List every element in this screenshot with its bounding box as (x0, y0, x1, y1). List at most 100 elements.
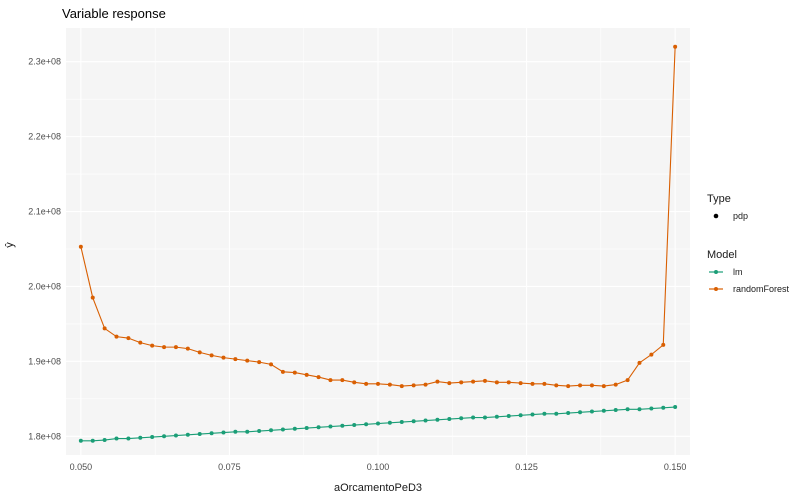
data-point-lm (269, 428, 274, 433)
data-point-randomforest (423, 382, 428, 387)
data-point-randomforest (399, 384, 404, 389)
data-point-lm (399, 420, 404, 425)
x-tick-label: 0.125 (515, 462, 538, 472)
x-tick-label: 0.050 (70, 462, 93, 472)
data-point-lm (138, 435, 143, 440)
chart-title: Variable response (62, 6, 166, 21)
x-tick-labels: 0.050 0.075 0.100 0.125 0.150 (70, 462, 687, 472)
data-point-randomforest (150, 343, 155, 348)
y-tick-label: 2.1e+08 (28, 207, 61, 217)
data-point-lm (482, 415, 487, 420)
legend-label-randomforest: randomForest (733, 284, 790, 294)
data-point-lm (245, 429, 250, 434)
data-point-lm (673, 405, 678, 410)
data-point-lm (387, 420, 392, 425)
data-point-lm (162, 434, 167, 439)
data-point-randomforest (471, 379, 476, 384)
data-point-lm (126, 436, 131, 441)
data-point-randomforest (554, 383, 559, 388)
data-point-lm (173, 433, 178, 438)
data-point-lm (471, 415, 476, 420)
legend-point-lm (714, 270, 718, 274)
data-point-lm (578, 410, 583, 415)
data-point-lm (518, 413, 523, 418)
data-point-lm (185, 432, 190, 437)
data-point-lm (280, 427, 285, 432)
data-point-lm (566, 411, 571, 416)
data-point-randomforest (292, 370, 297, 375)
y-tick-label: 1.9e+08 (28, 356, 61, 366)
legend-type-point (713, 213, 719, 219)
data-point-lm (447, 417, 452, 422)
data-point-randomforest (447, 381, 452, 386)
data-point-randomforest (245, 358, 250, 363)
data-point-randomforest (459, 380, 464, 385)
data-point-randomforest (352, 380, 357, 385)
y-axis-title: ŷ (4, 242, 16, 248)
data-point-lm (304, 426, 309, 431)
legend-label-lm: lm (733, 267, 743, 277)
data-point-randomforest (637, 360, 642, 365)
data-point-randomforest (162, 345, 167, 350)
legend-type-key (713, 213, 719, 219)
data-point-lm (530, 412, 535, 417)
legend-model-key-randomforest (709, 287, 723, 291)
legend-point-randomforest (714, 287, 718, 291)
data-point-lm (90, 438, 95, 443)
data-point-lm (102, 438, 107, 443)
data-point-randomforest (340, 378, 345, 383)
y-tick-label: 2.2e+08 (28, 132, 61, 142)
data-point-randomforest (185, 346, 190, 351)
data-point-lm (423, 418, 428, 423)
data-point-lm (150, 435, 155, 440)
data-point-randomforest (280, 369, 285, 374)
data-point-randomforest (138, 340, 143, 345)
data-point-randomforest (494, 380, 499, 385)
data-point-lm (197, 432, 202, 437)
data-point-randomforest (328, 378, 333, 383)
data-point-randomforest (625, 378, 630, 383)
data-point-lm (506, 414, 511, 419)
data-point-lm (114, 436, 119, 441)
legend-type-label-pdp: pdp (733, 211, 748, 221)
series-layer (78, 44, 678, 443)
data-point-randomforest (506, 380, 511, 385)
data-point-randomforest (364, 381, 369, 386)
data-point-lm (649, 406, 654, 411)
data-point-randomforest (518, 381, 523, 386)
y-tick-label: 2.3e+08 (28, 57, 61, 67)
data-point-lm (328, 424, 333, 429)
data-point-randomforest (613, 382, 618, 387)
data-point-lm (78, 438, 83, 443)
y-tick-label: 2.0e+08 (28, 281, 61, 291)
data-point-randomforest (649, 352, 654, 357)
x-tick-label: 0.150 (664, 462, 687, 472)
x-tick-label: 0.075 (218, 462, 241, 472)
data-point-lm (411, 419, 416, 424)
data-point-randomforest (221, 355, 226, 360)
data-point-lm (435, 417, 440, 422)
data-point-randomforest (673, 44, 678, 49)
data-point-lm (364, 422, 369, 427)
data-point-randomforest (578, 383, 583, 388)
data-point-randomforest (209, 353, 214, 358)
data-point-lm (589, 409, 594, 414)
data-point-randomforest (269, 362, 274, 367)
data-point-lm (661, 405, 666, 410)
legend-model-key-lm (709, 270, 723, 274)
data-point-randomforest (173, 345, 178, 350)
data-point-lm (221, 430, 226, 435)
data-point-lm (637, 407, 642, 412)
x-tick-label: 0.100 (367, 462, 390, 472)
legend: Type pdp Model lm randomForest (707, 193, 790, 294)
data-point-randomforest (661, 342, 666, 347)
data-point-lm (542, 411, 547, 416)
data-point-lm (292, 426, 297, 431)
data-point-randomforest (411, 383, 416, 388)
data-point-lm (233, 429, 238, 434)
y-tick-labels: 1.8e+08 1.9e+08 2.0e+08 2.1e+08 2.2e+08 2.3e+… (28, 57, 61, 442)
data-point-randomforest (387, 382, 392, 387)
data-point-randomforest (376, 381, 380, 386)
data-point-lm (494, 414, 499, 419)
